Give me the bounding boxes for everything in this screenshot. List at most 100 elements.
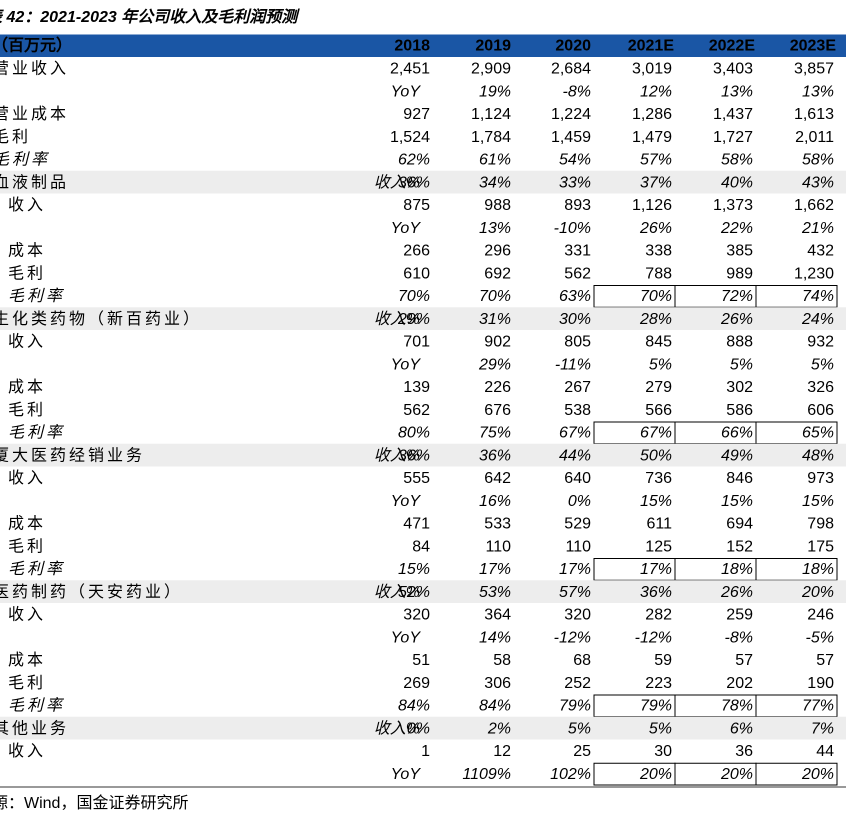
cell-value: 17% [640,561,672,578]
cell-value: 471 [403,516,430,533]
cell-value: 36% [398,447,430,464]
row-label: 收入 [8,469,46,487]
row-label: 毛利率 [8,287,65,305]
section-band [0,170,846,194]
cell-value: 5% [649,356,672,373]
cell-value: 20% [801,766,834,783]
cell-value: 1,230 [794,265,834,282]
cell-value: 1,662 [794,197,834,214]
cell-value: 788 [645,265,672,282]
cell-value: 36 [735,743,753,760]
cell-value: 640 [564,470,591,487]
cell-value: 62% [398,152,430,169]
cell-value: 226 [484,379,511,396]
section-band [0,716,846,740]
cell-value: 61% [479,152,511,169]
row-label: 收入 [8,196,46,214]
cell-value: 1,459 [551,129,591,146]
cell-value: 67% [640,425,672,442]
cell-value: 57% [640,152,672,169]
cell-value: 606 [807,402,834,419]
header-cell: 2022E [709,38,756,55]
cell-value: 63% [559,288,591,305]
row-sublabel: 收入% [374,173,420,191]
cell-value: 12 [493,743,511,760]
cell-value: 3,403 [713,61,753,78]
header-cell: 2020 [555,38,591,55]
cell-value: 28% [639,311,672,328]
cell-value: 20% [720,766,753,783]
cell-value: 19% [479,83,511,100]
cell-value: 3,019 [632,61,672,78]
row-label: 毛利 [0,128,31,146]
section-band [0,580,846,603]
cell-value: 364 [484,607,511,624]
cell-value: 59 [654,652,672,669]
cell-value: 44% [559,447,591,464]
cell-value: 320 [403,607,430,624]
cell-value: 6% [730,720,753,737]
cell-value: 893 [564,197,591,214]
cell-value: 15% [398,561,430,578]
cell-value: 17% [559,561,591,578]
cell-value: 66% [721,425,753,442]
cell-value: 68 [573,652,591,669]
cell-value: 31% [479,311,511,328]
header-cell: 2019 [475,38,511,55]
cell-value: 29% [478,356,511,373]
cell-value: 36% [398,174,430,191]
header-cell: （百万元） [0,37,72,55]
row-label: 营业成本 [0,105,69,123]
cell-value: 845 [645,334,672,351]
row-sublabel: 收入% [374,446,420,464]
cell-value: 2,684 [551,61,591,78]
cell-value: -10% [554,220,591,237]
cell-value: 1,124 [471,106,511,123]
cell-value: 5% [811,356,834,373]
row-label: 其他业务 [0,719,69,737]
row-label: 成本 [8,378,46,396]
cell-value: 805 [564,334,591,351]
cell-value: 1,437 [713,106,753,123]
cell-value: 1,126 [632,197,672,214]
cell-value: 13% [479,220,511,237]
row-label: 毛利率 [8,560,65,578]
row-label: 收入 [8,606,46,624]
cell-value: 989 [726,265,753,282]
cell-value: 15% [721,493,753,510]
cell-value: 610 [403,265,430,282]
row-label: 毛利率 [8,697,65,715]
row-sublabel: YoY [391,629,422,646]
cell-value: 562 [403,402,430,419]
cell-value: 80% [398,425,430,442]
cell-value: 1,613 [794,106,834,123]
cell-value: 988 [484,197,511,214]
cell-value: 67% [559,425,591,442]
cell-value: -8% [725,629,753,646]
row-label: 收入 [8,333,46,351]
cell-value: 43% [802,174,834,191]
row-label: 成本 [8,651,46,669]
header-band [0,35,846,57]
cell-value: 125 [645,538,672,555]
cell-value: 17% [479,561,511,578]
cell-value: 266 [403,243,430,260]
cell-value: 57 [816,652,834,669]
cell-value: 51 [412,652,430,669]
source-note: 来源：Wind，国金证券研究所 [0,794,188,812]
cell-value: 5% [730,356,753,373]
cell-value: 20% [801,584,834,601]
row-sublabel: YoY [391,766,422,783]
header-cell: 2018 [394,38,430,55]
cell-value: 302 [726,379,753,396]
cell-value: 555 [403,470,430,487]
cell-value: 1,373 [713,197,753,214]
cell-value: 14% [479,629,511,646]
cell-value: 190 [807,675,834,692]
cell-value: 611 [646,516,672,533]
row-label: 医药制药（天安药业） [0,583,183,601]
cell-value: 0% [568,493,591,510]
cell-value: 79% [559,698,591,715]
cell-value: -12% [554,629,591,646]
forecast-box [755,762,838,786]
